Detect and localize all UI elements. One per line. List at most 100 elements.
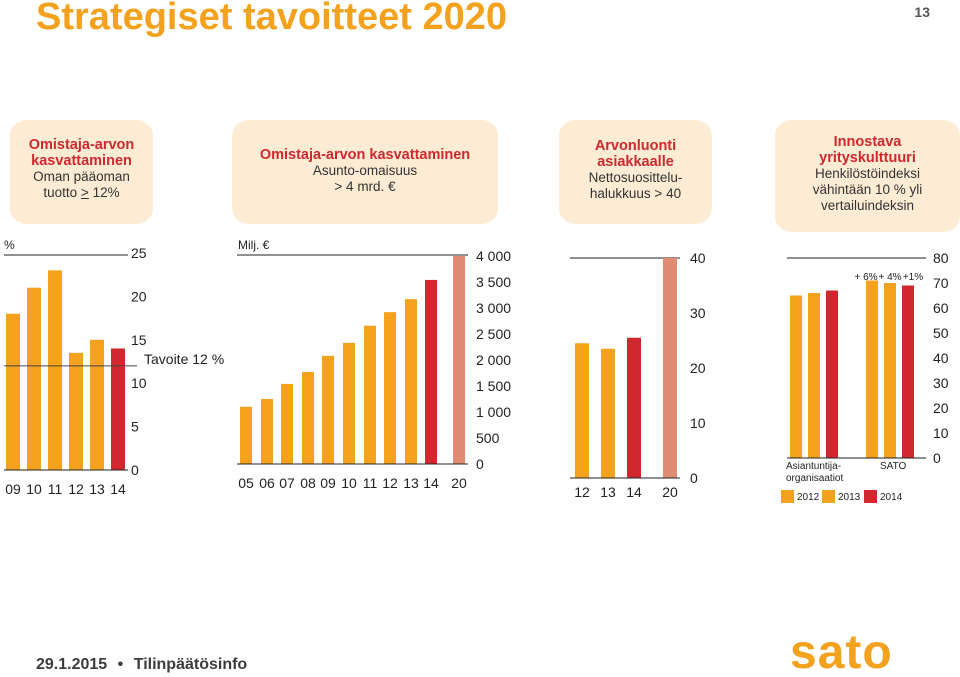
chart4-ytick-60: 60 xyxy=(933,300,949,316)
chart2-bar-08 xyxy=(302,371,314,464)
chart2-bar-13 xyxy=(405,299,417,464)
goal-1-underlined-sign: > xyxy=(80,185,89,200)
goal-4-line2: vähintään 10 % yli xyxy=(812,182,923,197)
chart4-group-label-2: SATO xyxy=(880,461,907,472)
goal-3-title-line2: asiakkaalle xyxy=(597,154,674,170)
chart4-ytick-40: 40 xyxy=(933,350,949,366)
footer-date: 29.1.2015 xyxy=(36,656,108,673)
chart2-ytick-1500: 1 500 xyxy=(476,378,511,394)
chart4-annotation-2: +1% xyxy=(903,272,923,283)
chart2-xtick-07: 07 xyxy=(279,475,295,491)
chart1-bar-14 xyxy=(111,348,125,470)
chart4-bar-2013-group1 xyxy=(884,283,896,458)
chart3-ytick-30: 30 xyxy=(690,305,706,321)
goal-4-line1: Henkilöstöindeksi xyxy=(814,166,921,181)
chart4-ytick-80: 80 xyxy=(933,250,949,266)
chart1-xtick-09: 09 xyxy=(5,481,21,497)
chart4-bar-2014-group1 xyxy=(902,285,914,458)
chart3-xtick-13: 13 xyxy=(600,484,616,500)
chart2-bar-12 xyxy=(384,312,396,464)
chart1-bar-12 xyxy=(69,352,83,470)
chart2-xtick-08: 08 xyxy=(300,475,316,491)
chart1-ytick-20: 20 xyxy=(131,288,147,304)
goal-4-line3: vertailuindeksin xyxy=(820,198,915,213)
sato-logo: sato xyxy=(790,628,892,673)
chart4-annotation-1: + 4% xyxy=(878,272,901,283)
chart3-ytick-10: 10 xyxy=(690,415,706,431)
chart2-xtick-10: 10 xyxy=(341,475,357,491)
chart2-xtick-13: 13 xyxy=(403,475,419,491)
chart4-annotation-0: + 6% xyxy=(854,272,877,283)
chart4-bar-2014-group0 xyxy=(826,290,838,458)
chart2-bar-20 xyxy=(453,256,465,464)
chart1-ytick-10: 10 xyxy=(131,375,147,391)
chart4-group-label-1a: Asiantuntija- xyxy=(786,461,841,472)
chart1-xtick-12: 12 xyxy=(68,481,84,497)
chart3-bar-13 xyxy=(601,348,615,478)
chart2-ytick-4000: 4 000 xyxy=(476,248,511,264)
chart2-xtick-14: 14 xyxy=(423,475,439,491)
goal-4-title-line1: Innostava xyxy=(833,134,902,150)
goal-3-line2: halukkuus > 40 xyxy=(589,186,682,201)
chart2-bar-11 xyxy=(364,325,376,464)
chart1-bar-11 xyxy=(48,270,62,470)
chart4-group-label-1b: organisaatiot xyxy=(786,473,843,484)
goal-1-line2-prefix: tuotto xyxy=(43,185,81,200)
goal-2-title-line1: Omistaja-arvon kasvattaminen xyxy=(259,147,471,163)
chart4-ytick-50: 50 xyxy=(933,325,949,341)
chart3-ytick-20: 20 xyxy=(690,360,706,376)
chart2-ytick-500: 500 xyxy=(476,430,500,446)
goal-1-title-line1: Omistaja-arvon xyxy=(28,137,135,153)
footer-label: Tilinpäätösinfo xyxy=(133,656,248,673)
chart4-bar-2013-group0 xyxy=(808,293,820,458)
chart3-xtick-20: 20 xyxy=(662,484,678,500)
chart1-unit-label: % xyxy=(4,238,15,252)
chart2-ytick-2500: 2 500 xyxy=(476,326,511,342)
chart4-legend-label-2012: 2012 xyxy=(797,492,820,503)
chart4-legend-swatch-2013 xyxy=(822,490,835,503)
goal-4-title-line2: yrityskulttuuri xyxy=(819,150,916,166)
goal-3-title-line1: Arvonluonti xyxy=(594,138,677,154)
chart2-xtick-05: 05 xyxy=(238,475,254,491)
footer-separator: • xyxy=(117,656,124,673)
chart1-ytick-25: 25 xyxy=(131,245,147,261)
chart4-ytick-0: 0 xyxy=(933,450,941,466)
chart2-bar-06 xyxy=(261,399,273,464)
chart2-bar-05 xyxy=(240,406,252,464)
chart2-ytick-3500: 3 500 xyxy=(476,274,511,290)
slide-title: Strategiset tavoitteet 2020 xyxy=(36,0,507,38)
chart4-legend-swatch-2012 xyxy=(781,490,794,503)
goal-2-line2: > 4 mrd. € xyxy=(334,179,396,194)
chart1-ytick-5: 5 xyxy=(131,419,139,435)
chart1-ytick-15: 15 xyxy=(131,332,147,348)
chart4-legend-swatch-2014 xyxy=(864,490,877,503)
chart4-ytick-70: 70 xyxy=(933,275,949,291)
chart1-bar-09 xyxy=(6,313,20,470)
chart1-bar-13 xyxy=(90,339,104,470)
chart4-ytick-20: 20 xyxy=(933,400,949,416)
goal-box-2: Omistaja-arvon kasvattaminen Asunto-omai… xyxy=(232,120,498,224)
goal-1-line2-suffix: 12% xyxy=(88,185,120,200)
chart4-legend-label-2013: 2013 xyxy=(838,492,861,503)
chart3-xtick-14: 14 xyxy=(626,484,642,500)
chart3-ytick-0: 0 xyxy=(690,470,698,486)
chart3-xtick-12: 12 xyxy=(574,484,590,500)
chart1-ytick-0: 0 xyxy=(131,462,139,478)
chart1-xtick-11: 11 xyxy=(48,481,63,497)
chart1-xtick-14: 14 xyxy=(110,481,126,497)
chart3-ytick-40: 40 xyxy=(690,250,706,266)
chart2-xtick-06: 06 xyxy=(259,475,275,491)
goal-box-3: Arvonluonti asiakkaalle Nettosuosittelu-… xyxy=(559,120,712,224)
chart2-xtick-11: 11 xyxy=(363,475,378,491)
chart2-xtick-09: 09 xyxy=(320,475,336,491)
chart4-bar-2012-group0 xyxy=(790,295,802,458)
chart4-ytick-30: 30 xyxy=(933,375,949,391)
chart2-ytick-0: 0 xyxy=(476,456,484,472)
goal-1-line1: Oman pääoman xyxy=(33,169,130,184)
chart3-bar-14 xyxy=(627,337,641,478)
chart2-xtick-12: 12 xyxy=(382,475,398,491)
chart2-ytick-2000: 2 000 xyxy=(476,352,511,368)
chart2-xtick-20: 20 xyxy=(451,475,467,491)
chart2-unit-label: Milj. € xyxy=(238,238,270,252)
